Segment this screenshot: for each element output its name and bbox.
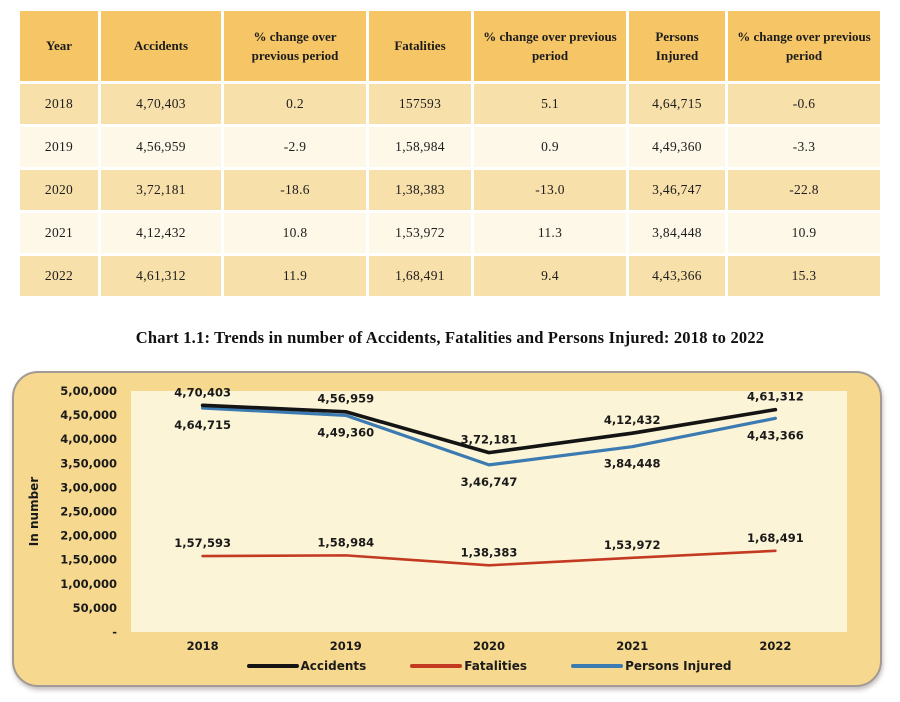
x-tick-label: 2019 (330, 639, 362, 653)
y-tick-label: 5,00,000 (60, 384, 117, 398)
table-row: 2019 4,56,959 -2.9 1,58,984 0.9 4,49,360 -3.3 (20, 127, 880, 167)
data-label-fatalities: 1,38,383 (461, 545, 518, 559)
chart-title: Chart 1.1: Trends in number of Accidents… (135, 328, 765, 347)
x-tick-label: 2021 (616, 639, 648, 653)
legend-line-swatch (571, 664, 624, 668)
table-cell: -3.3 (728, 127, 880, 167)
table-header-cell: % change over previous period (224, 11, 366, 81)
table-cell: 1,53,972 (369, 213, 471, 253)
table-cell: -0.6 (728, 84, 880, 124)
legend-line-swatch (246, 664, 299, 668)
series-line-accidents (200, 403, 778, 455)
y-axis-title: In number (27, 477, 41, 547)
x-tick-label: 2022 (759, 639, 791, 653)
y-tick-label: 4,00,000 (60, 432, 117, 446)
table-cell: 2022 (20, 256, 98, 296)
x-tick-label: 2018 (187, 639, 219, 653)
table-cell: 4,64,715 (629, 84, 725, 124)
series-line-fatalities (201, 549, 777, 567)
y-tick-label: 4,50,000 (60, 408, 117, 422)
table-cell: 0.9 (474, 127, 626, 167)
y-tick-label: 1,00,000 (60, 577, 117, 591)
table-cell: 4,49,360 (629, 127, 725, 167)
table-header-cell: Fatalities (369, 11, 471, 81)
table-cell: 1,38,383 (369, 170, 471, 210)
x-tick-label: 2020 (473, 639, 505, 653)
legend-label: Persons Injured (625, 659, 732, 673)
data-label-fatalities: 1,68,491 (747, 531, 804, 545)
data-label-accidents: 4,12,432 (604, 413, 661, 427)
table-row: 2020 3,72,181 -18.6 1,38,383 -13.0 3,46,747 -2… (20, 170, 880, 210)
trend-chart-canvas: - 50,000 1,00,000 1,50,000 2,00,000 2,50,000 3… (27, 384, 847, 653)
table-cell: 2019 (20, 127, 98, 167)
data-label-accidents: 4,70,403 (174, 385, 231, 399)
table-row: 2021 4,12,432 10.8 1,53,972 11.3 3,84,448 10.9 (20, 213, 880, 253)
table-cell: 4,12,432 (101, 213, 221, 253)
y-tick-label: 3,00,000 (60, 480, 117, 494)
table-header-row: Year Accidents% change over previous peri… (20, 11, 880, 81)
table-cell: 4,43,366 (629, 256, 725, 296)
trend-chart: - 50,000 1,00,000 1,50,000 2,00,000 2,50,000 3… (12, 371, 882, 687)
chart-legend: Accidents Fatalities Persons Injured (131, 659, 847, 673)
table-cell: 3,72,181 (101, 170, 221, 210)
table-cell: 2020 (20, 170, 98, 210)
y-tick-label: 1,50,000 (60, 553, 117, 567)
table-cell: 3,84,448 (629, 213, 725, 253)
table-cell: 1,58,984 (369, 127, 471, 167)
table-header-cell: Accidents (101, 11, 221, 81)
table-cell: 2021 (20, 213, 98, 253)
legend-label: Accidents (300, 659, 367, 673)
y-tick-label: 2,50,000 (60, 505, 117, 519)
table-cell: 4,70,403 (101, 84, 221, 124)
data-label-accidents: 4,56,959 (317, 392, 374, 406)
data-label-fatalities: 1,57,593 (174, 536, 231, 550)
table-header-cell: Year (20, 11, 98, 81)
y-tick-label: 50,000 (73, 601, 117, 615)
table-row: 2018 4,70,403 0.2 157593 5.1 4,64,715 -0.6 (20, 84, 880, 124)
table-cell: -18.6 (224, 170, 366, 210)
table-header-cell: % change over previous period (728, 11, 880, 81)
legend-item-fatalities: Fatalities (410, 659, 527, 673)
table-cell: 3,46,747 (629, 170, 725, 210)
plot-area (131, 391, 847, 632)
table-cell: 4,56,959 (101, 127, 221, 167)
table-cell: 2018 (20, 84, 98, 124)
data-label-persons-injured: 3,84,448 (604, 457, 661, 471)
data-label-fatalities: 1,53,972 (604, 538, 661, 552)
data-label-accidents: 4,61,312 (747, 390, 804, 404)
table-cell: 10.9 (728, 213, 880, 253)
data-label-persons-injured: 4,49,360 (317, 425, 374, 439)
legend-item-accidents: Accidents (246, 659, 367, 673)
table-cell: 1,68,491 (369, 256, 471, 296)
data-label-fatalities: 1,58,984 (317, 535, 374, 549)
series-line-persons-injured (201, 406, 778, 467)
table-cell: 157593 (369, 84, 471, 124)
data-label-persons-injured: 4,64,715 (174, 418, 231, 432)
y-tick-label: 3,50,000 (60, 456, 117, 470)
table-cell: 15.3 (728, 256, 880, 296)
data-label-accidents: 3,72,181 (461, 433, 518, 447)
y-tick-label: - (112, 625, 117, 639)
table-cell: 10.8 (224, 213, 366, 253)
legend-item-persons-injured: Persons Injured (571, 659, 732, 673)
table-cell: -22.8 (728, 170, 880, 210)
table-cell: 5.1 (474, 84, 626, 124)
y-tick-label: 2,00,000 (60, 529, 117, 543)
table-cell: 11.3 (474, 213, 626, 253)
data-label-persons-injured: 3,46,747 (461, 475, 518, 489)
legend-line-swatch (410, 664, 463, 668)
data-label-persons-injured: 4,43,366 (747, 428, 804, 442)
table-header-cell: Persons Injured (629, 11, 725, 81)
table-row: 2022 4,61,312 11.9 1,68,491 9.4 4,43,366 15.3 (20, 256, 880, 296)
accidents-table: Year Accidents% change over previous peri… (17, 8, 883, 299)
table-cell: 4,61,312 (101, 256, 221, 296)
table-cell: 0.2 (224, 84, 366, 124)
table-header-cell: % change over previous period (474, 11, 626, 81)
table-cell: -13.0 (474, 170, 626, 210)
table-cell: 9.4 (474, 256, 626, 296)
legend-label: Fatalities (464, 659, 528, 673)
table-cell: 11.9 (224, 256, 366, 296)
table-cell: -2.9 (224, 127, 366, 167)
